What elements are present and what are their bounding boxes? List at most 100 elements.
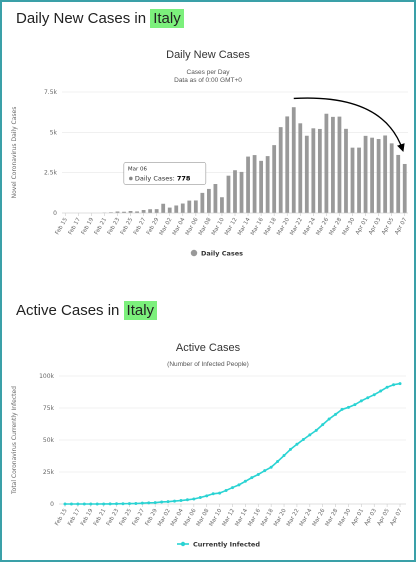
data-point: [282, 454, 286, 458]
legend-marker: [180, 541, 186, 547]
country-highlight-2: Italy: [123, 301, 158, 320]
data-point: [76, 502, 80, 506]
daily-cases-heading: Daily New Cases in Italy: [16, 9, 184, 28]
bar: [239, 171, 244, 213]
bar: [161, 203, 166, 213]
country-highlight: Italy: [150, 9, 184, 28]
bar: [396, 154, 401, 213]
bar: [154, 209, 159, 213]
bar: [376, 139, 381, 213]
data-point: [69, 502, 73, 506]
data-point: [314, 428, 318, 432]
x-tick-label: Apr 07: [394, 217, 409, 236]
data-point: [173, 499, 177, 503]
daily-cases-chart: 0 2.5k 5k 7.5k Novel Coronavirus Daily Cases…: [11, 89, 409, 258]
y-tick-label: 100k: [39, 373, 54, 380]
series-line-currently-infected: [65, 382, 401, 505]
data-point: [340, 407, 344, 411]
bar: [278, 127, 283, 213]
data-point: [334, 412, 338, 416]
tooltip-label: Daily Cases:: [135, 174, 175, 182]
data-point: [243, 479, 247, 483]
data-point: [160, 500, 164, 504]
bar: [252, 155, 257, 213]
bar: [272, 145, 277, 213]
chart1-title: Daily New Cases: [166, 49, 250, 61]
bar: [226, 175, 231, 213]
bar: [357, 147, 361, 213]
bar: [141, 210, 146, 213]
chart2-subtitle: (Number of Infected People): [167, 361, 249, 368]
tooltip-dot: [129, 176, 133, 181]
bar: [331, 116, 335, 213]
data-point: [269, 465, 273, 469]
data-point: [398, 382, 402, 386]
y-axis-label: Novel Coronavirus Daily Cases: [11, 107, 18, 199]
data-point: [327, 417, 331, 421]
tooltip-date: Mar 06: [128, 166, 148, 172]
data-point: [179, 499, 183, 503]
bar: [311, 128, 316, 213]
tooltip-value: 778: [177, 174, 191, 182]
data-point: [121, 502, 125, 506]
data-point: [166, 500, 170, 504]
bar: [187, 200, 192, 213]
bar: [206, 188, 211, 213]
data-point: [211, 492, 215, 496]
tooltip-box: [123, 162, 207, 185]
bar: [213, 184, 218, 213]
bar: [259, 160, 264, 213]
data-point: [301, 437, 305, 441]
data-point: [95, 502, 99, 506]
bar: [337, 116, 342, 213]
data-point: [379, 389, 383, 393]
data-point: [147, 501, 151, 505]
data-point: [308, 433, 312, 437]
bar: [350, 147, 355, 213]
data-point: [353, 403, 357, 407]
bar: [174, 205, 179, 213]
bar: [402, 163, 407, 213]
data-point: [134, 501, 138, 505]
data-point: [346, 405, 350, 409]
data-point: [82, 502, 86, 506]
data-point: [218, 491, 222, 495]
active-cases-heading: Active Cases in Italy: [16, 301, 158, 320]
bar: [180, 203, 185, 213]
bar: [285, 116, 290, 213]
bar: [363, 135, 368, 213]
bar: [109, 212, 113, 213]
x-tick-label: Mar 30: [341, 217, 356, 237]
data-point: [140, 501, 144, 505]
data-point: [237, 483, 241, 487]
data-point: [250, 476, 254, 480]
chart2-title: Active Cases: [175, 342, 241, 354]
data-point: [263, 469, 267, 473]
chart1-subtitle-1: Cases per Day: [186, 69, 230, 76]
data-point: [205, 494, 209, 498]
data-point: [153, 501, 157, 505]
data-point: [276, 460, 280, 464]
bar: [115, 211, 120, 213]
bar: [128, 211, 133, 213]
y-tick-label: 2.5k: [44, 170, 58, 177]
data-point: [127, 502, 131, 506]
data-point: [288, 447, 292, 451]
y-tick-label: 0: [50, 501, 54, 508]
data-point: [224, 488, 228, 492]
bar: [324, 113, 329, 213]
bar: [344, 128, 348, 213]
data-point: [102, 502, 106, 506]
bar: [246, 156, 250, 213]
bar: [135, 211, 139, 213]
data-point: [231, 486, 234, 490]
y-tick-label: 5k: [50, 129, 58, 136]
data-point: [108, 502, 112, 506]
data-point: [185, 498, 189, 502]
data-point: [385, 385, 389, 389]
data-point: [89, 502, 93, 506]
tooltip: Mar 06 Daily Cases: 778: [123, 162, 207, 185]
active-heading-prefix: Active Cases in: [16, 302, 124, 319]
bar: [265, 156, 270, 213]
active-cases-chart: 0 25k 50k 75k 100k Total Coronavirus Currentl…: [11, 373, 406, 549]
